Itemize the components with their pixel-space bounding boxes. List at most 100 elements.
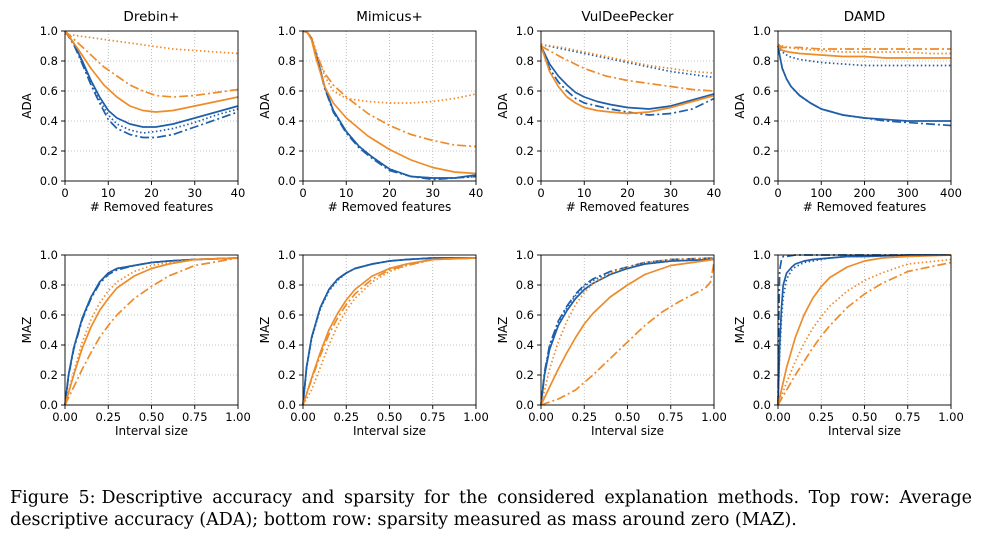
x-tick-label: 20: [382, 186, 397, 200]
caption-text: Descriptive accuracy and sparsity for th…: [10, 488, 973, 530]
series-gradient-line: [777, 254, 951, 406]
x-tick-label: 1.00: [938, 410, 964, 424]
x-axis-label: # Removed features: [328, 200, 452, 214]
y-tick-label: 1.0: [40, 248, 58, 262]
series-lime-line: [540, 258, 715, 406]
series-lrp-line: [540, 258, 715, 406]
y-axis-label: ADA: [20, 92, 34, 118]
x-axis-label: Interval size: [828, 424, 901, 438]
series-lime-line: [64, 30, 239, 113]
y-tick-label: 0.4: [753, 338, 771, 352]
series-ig-line: [540, 257, 715, 406]
x-tick-label: 0.25: [333, 410, 359, 424]
x-tick-label: 10: [339, 186, 354, 200]
x-axis-label: # Removed features: [803, 200, 927, 214]
chart-title: Drebin+: [123, 9, 179, 25]
series-lrp-line: [302, 30, 477, 179]
x-tick-label: 30: [425, 186, 440, 200]
y-tick-label: 0.0: [516, 398, 534, 412]
chart-panel-4: 0 100 200 300 400 0.0 0.2 0.4 0.6 0.8 1.0 # Removed…: [733, 9, 962, 214]
series-gradient-line: [540, 258, 715, 406]
y-tick-label: 0.2: [753, 144, 771, 158]
x-tick-label: 40: [707, 186, 722, 200]
x-tick-label: 0: [537, 186, 544, 200]
x-tick-label: 10: [101, 186, 116, 200]
series-lemna-line: [777, 43, 951, 50]
y-tick-label: 0.8: [753, 278, 771, 292]
y-tick-label: 0.8: [278, 278, 296, 292]
x-axis-label: Interval size: [353, 424, 426, 438]
x-tick-label: 20: [620, 186, 635, 200]
y-tick-label: 0.0: [753, 174, 771, 188]
series-lime-line: [302, 257, 477, 406]
y-tick-label: 0.4: [516, 114, 534, 128]
series-lime-line: [64, 257, 239, 406]
x-tick-label: 300: [897, 186, 919, 200]
series-lemna-line: [302, 30, 477, 148]
series-lemna-line: [64, 257, 239, 406]
series-lrp-line: [64, 257, 239, 406]
x-tick-label: 400: [940, 186, 962, 200]
series-kernelshap-line: [777, 43, 951, 55]
x-axis-label: # Removed features: [90, 200, 214, 214]
y-tick-label: 0.2: [278, 144, 296, 158]
y-tick-label: 0.0: [516, 174, 534, 188]
y-tick-label: 1.0: [278, 24, 296, 38]
x-tick-label: 0.75: [895, 410, 921, 424]
x-tick-label: 0.00: [290, 410, 316, 424]
x-tick-label: 0.75: [420, 410, 446, 424]
caption-label: Figure 5:: [10, 488, 96, 508]
x-axis-label: # Removed features: [566, 200, 690, 214]
y-axis-label: ADA: [258, 92, 272, 118]
series-gradient-line: [777, 45, 951, 67]
series-gradient-line: [64, 257, 239, 406]
y-axis-label: MAZ: [496, 317, 510, 344]
y-tick-label: 0.6: [278, 308, 296, 322]
x-tick-label: 40: [231, 186, 246, 200]
series-lemna-line: [540, 45, 715, 92]
x-tick-label: 0: [774, 186, 781, 200]
y-tick-label: 0.0: [278, 398, 296, 412]
y-tick-label: 0.0: [278, 174, 296, 188]
y-tick-label: 0.8: [516, 54, 534, 68]
series-gradient-line: [64, 30, 239, 134]
x-tick-label: 0.50: [139, 410, 165, 424]
x-tick-label: 0.50: [615, 410, 641, 424]
x-tick-label: 0.00: [528, 410, 554, 424]
series-kernelshap-line: [302, 30, 477, 104]
y-tick-label: 0.6: [753, 308, 771, 322]
y-tick-label: 1.0: [516, 24, 534, 38]
x-axis-label: Interval size: [591, 424, 664, 438]
series-ig-line: [64, 257, 239, 406]
chart-panel-2: 0 10 20 30 40 0.0 0.2 0.4 0.6 0.8 1.0 # Removed fea…: [258, 9, 483, 214]
y-tick-label: 0.6: [516, 308, 534, 322]
x-tick-label: 0.75: [182, 410, 208, 424]
x-tick-label: 0.75: [658, 410, 684, 424]
y-axis-label: MAZ: [733, 317, 747, 344]
y-tick-label: 0.2: [40, 368, 58, 382]
x-tick-label: 10: [577, 186, 592, 200]
series-ig-line: [302, 30, 477, 181]
x-tick-label: 0: [299, 186, 306, 200]
y-tick-label: 0.6: [40, 84, 58, 98]
x-tick-label: 100: [810, 186, 832, 200]
series-kernelshap-line: [540, 257, 715, 406]
x-tick-label: 0.00: [52, 410, 78, 424]
y-tick-label: 0.0: [40, 174, 58, 188]
y-tick-label: 0.2: [753, 368, 771, 382]
chart-title: DAMD: [844, 9, 885, 25]
chart-panel-6: 0.00 0.25 0.50 0.75 1.00 0.0 0.2 0.4 0.6 0.8 1.0 In…: [258, 248, 489, 438]
x-tick-label: 1.00: [225, 410, 251, 424]
y-tick-label: 1.0: [753, 248, 771, 262]
y-tick-label: 0.8: [278, 54, 296, 68]
x-tick-label: 0.50: [377, 410, 403, 424]
figure: 0 10 20 30 40 0.0 0.2 0.4 0.6 0.8 1.0 # Removed fea…: [20, 9, 964, 438]
series-lime-line: [540, 45, 715, 115]
y-tick-label: 0.2: [516, 368, 534, 382]
series-kernelshap-line: [64, 33, 239, 55]
y-tick-label: 1.0: [516, 248, 534, 262]
series-kernelshap-line: [777, 258, 952, 406]
y-tick-label: 0.2: [40, 144, 58, 158]
x-tick-label: 20: [144, 186, 159, 200]
y-tick-label: 1.0: [753, 24, 771, 38]
